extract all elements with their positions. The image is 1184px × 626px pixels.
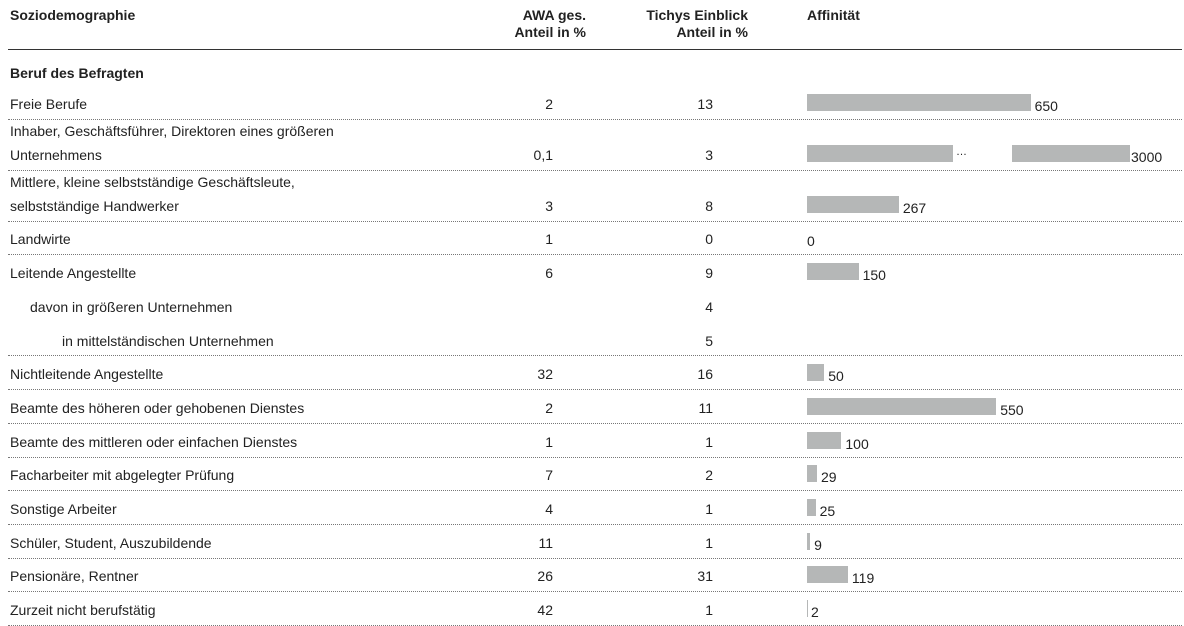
row-separator — [8, 423, 1182, 424]
row-label: Inhaber, Geschäftsführer, Direktoren ein… — [10, 122, 334, 139]
affinity-label: 25 — [819, 503, 836, 519]
tichy-value: 8 — [705, 197, 713, 214]
row-separator — [8, 254, 1182, 255]
affinity-bar — [807, 93, 1031, 111]
awa-value: 6 — [545, 265, 553, 282]
tichy-value: 1 — [705, 602, 713, 619]
affinity-label: 9 — [814, 536, 822, 553]
awa-value: 32 — [537, 366, 553, 383]
row-label: Sonstige Arbeiter — [10, 501, 117, 517]
row-label: davon in größeren Unternehmen — [30, 298, 233, 315]
row-label: Unternehmens — [10, 146, 102, 163]
affinity-label: 550 — [1000, 401, 1024, 418]
row-separator — [8, 558, 1182, 559]
row-separator — [8, 591, 1182, 592]
tichy-value: 16 — [697, 366, 713, 383]
header-awa: AWA ges. — [522, 7, 586, 23]
tichy-value: 31 — [697, 568, 713, 585]
row-label: Facharbeiter mit abgelegter Prüfung — [10, 467, 235, 484]
affinity-label: 2 — [811, 604, 819, 621]
row-label: Zurzeit nicht berufstätig — [10, 602, 156, 619]
affinity-bar — [807, 532, 811, 550]
affinity-bar — [807, 144, 953, 162]
row-label: Nichtleitende Angestellte — [10, 366, 164, 383]
row-label: Pensionäre, Rentner — [10, 568, 139, 585]
tichy-value: 1 — [705, 433, 713, 450]
affinity-label: 0 — [807, 233, 815, 250]
header-affinity: Affinität — [807, 7, 860, 23]
affinity-bar — [807, 263, 859, 281]
awa-value: 42 — [537, 602, 553, 619]
tichy-value: 1 — [705, 501, 713, 517]
affinity-bar — [807, 499, 816, 516]
affinity-bar — [807, 195, 899, 213]
header-awa: Anteil in % — [514, 24, 586, 40]
row-separator — [8, 389, 1182, 390]
row-label: selbstständige Handwerker — [10, 197, 179, 214]
header-tichy: Anteil in % — [676, 24, 748, 40]
awa-value: 11 — [538, 534, 553, 551]
awa-value: 1 — [545, 231, 553, 248]
row-label: Landwirte — [10, 231, 71, 248]
header-label: Soziodemographie — [10, 7, 136, 23]
row-label: in mittelständischen Unternehmen — [62, 332, 274, 349]
row-label: Beamte des höheren oder gehobenen Dienst… — [10, 399, 305, 416]
header-tichy: Tichys Einblick — [646, 7, 748, 23]
awa-value: 4 — [545, 501, 553, 517]
header-rule — [8, 49, 1182, 50]
affinity-bar — [807, 431, 842, 449]
awa-value: 1 — [545, 433, 553, 450]
affinity-bar — [807, 465, 817, 483]
tichy-value: 13 — [697, 95, 713, 112]
tichy-value: 9 — [705, 265, 713, 282]
awa-value: 2 — [545, 399, 553, 416]
row-separator — [8, 221, 1182, 222]
section-title: Beruf des Befragten — [10, 65, 144, 81]
affinity-bar — [807, 600, 808, 618]
affinity-label: 150 — [862, 267, 886, 284]
tichy-value: 3 — [705, 146, 713, 163]
affinity-label: 267 — [902, 199, 927, 216]
row-separator — [8, 490, 1182, 491]
row-separator — [8, 119, 1182, 120]
affinity-bar — [807, 397, 997, 415]
tichy-value: 11 — [698, 399, 713, 416]
row-separator — [8, 457, 1182, 458]
affinity-label: 3000 — [1131, 148, 1163, 165]
row-separator — [8, 170, 1182, 171]
affinity-label: 50 — [828, 368, 844, 385]
awa-value: 3 — [545, 197, 553, 214]
row-label: Freie Berufe — [10, 95, 88, 112]
affinity-label: 29 — [820, 469, 837, 486]
affinity-label: 119 — [851, 570, 875, 587]
row-label: Mittlere, kleine selbstständige Geschäft… — [10, 173, 295, 190]
awa-value: 7 — [545, 467, 553, 484]
tichy-value: 0 — [705, 231, 713, 248]
awa-value: 0,1 — [533, 146, 553, 163]
tichy-value: 5 — [705, 332, 713, 349]
row-label: Leitende Angestellte — [10, 265, 137, 282]
tichy-value: 4 — [705, 298, 713, 315]
awa-value: 2 — [545, 95, 553, 112]
row-label: Beamte des mittleren oder einfachen Dien… — [10, 433, 298, 450]
break-symbol: … — [956, 145, 967, 158]
row-separator — [8, 524, 1182, 525]
affinity-bar — [1012, 144, 1130, 162]
tichy-value: 2 — [705, 467, 713, 484]
affinity-bar — [807, 364, 825, 382]
row-separator — [8, 355, 1182, 356]
row-label: Schüler, Student, Auszubildende — [10, 534, 212, 551]
awa-value: 26 — [537, 568, 553, 585]
tichy-value: 1 — [705, 534, 713, 551]
affinity-label: 100 — [845, 435, 869, 452]
affinity-label: 650 — [1034, 97, 1058, 114]
affinity-bar — [807, 566, 848, 584]
